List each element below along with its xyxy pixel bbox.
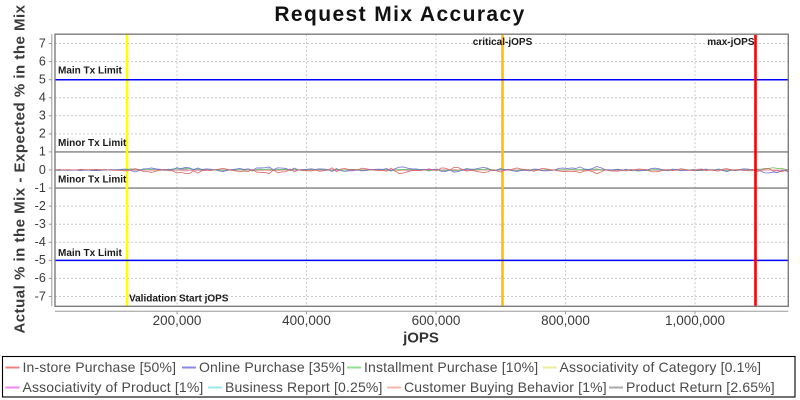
svg-text:max-jOPS: max-jOPS [707, 37, 755, 48]
svg-text:Main Tx Limit: Main Tx Limit [58, 248, 123, 259]
svg-text:6: 6 [39, 54, 46, 68]
svg-text:Main Tx Limit: Main Tx Limit [58, 66, 123, 77]
svg-text:Validation Start jOPS: Validation Start jOPS [129, 294, 229, 305]
svg-text:5: 5 [39, 73, 46, 87]
svg-text:-4: -4 [35, 235, 46, 249]
svg-text:1,000,000: 1,000,000 [665, 313, 725, 328]
svg-text:-2: -2 [35, 199, 46, 213]
svg-text:200,000: 200,000 [153, 313, 202, 328]
svg-text:400,000: 400,000 [282, 313, 331, 328]
svg-text:-1: -1 [35, 181, 46, 195]
svg-text:800,000: 800,000 [541, 313, 590, 328]
svg-text:In-store Purchase [50%]: In-store Purchase [50%] [23, 359, 177, 375]
svg-text:Installment Purchase [10%]: Installment Purchase [10%] [364, 359, 538, 375]
svg-text:-3: -3 [35, 217, 46, 231]
svg-text:-6: -6 [35, 271, 46, 285]
svg-text:Business Report [0.25%]: Business Report [0.25%] [225, 379, 383, 395]
svg-text:Product Return [2.65%]: Product Return [2.65%] [626, 379, 775, 395]
svg-text:Minor Tx Limit: Minor Tx Limit [58, 175, 127, 186]
svg-text:0: 0 [39, 163, 46, 177]
svg-text:2: 2 [39, 127, 46, 141]
svg-text:jOPS: jOPS [402, 330, 439, 347]
svg-text:7: 7 [39, 36, 46, 50]
svg-text:critical-jOPS: critical-jOPS [473, 37, 533, 48]
svg-text:Customer Buying Behavior [1%]: Customer Buying Behavior [1%] [404, 379, 607, 395]
svg-text:Minor Tx Limit: Minor Tx Limit [58, 138, 127, 149]
svg-text:Associativity of Category [0.1: Associativity of Category [0.1%] [560, 359, 762, 375]
svg-text:-5: -5 [35, 253, 46, 267]
svg-text:3: 3 [39, 109, 46, 123]
svg-text:Request Mix Accuracy: Request Mix Accuracy [274, 3, 525, 26]
svg-text:Actual % in the Mix - Expected: Actual % in the Mix - Expected % in the … [12, 4, 29, 333]
svg-text:1: 1 [39, 145, 46, 159]
svg-text:-7: -7 [35, 289, 46, 303]
svg-text:4: 4 [39, 91, 46, 105]
svg-text:600,000: 600,000 [412, 313, 461, 328]
svg-text:Online Purchase [35%]: Online Purchase [35%] [199, 359, 345, 375]
svg-text:Associativity of Product [1%]: Associativity of Product [1%] [23, 379, 204, 395]
